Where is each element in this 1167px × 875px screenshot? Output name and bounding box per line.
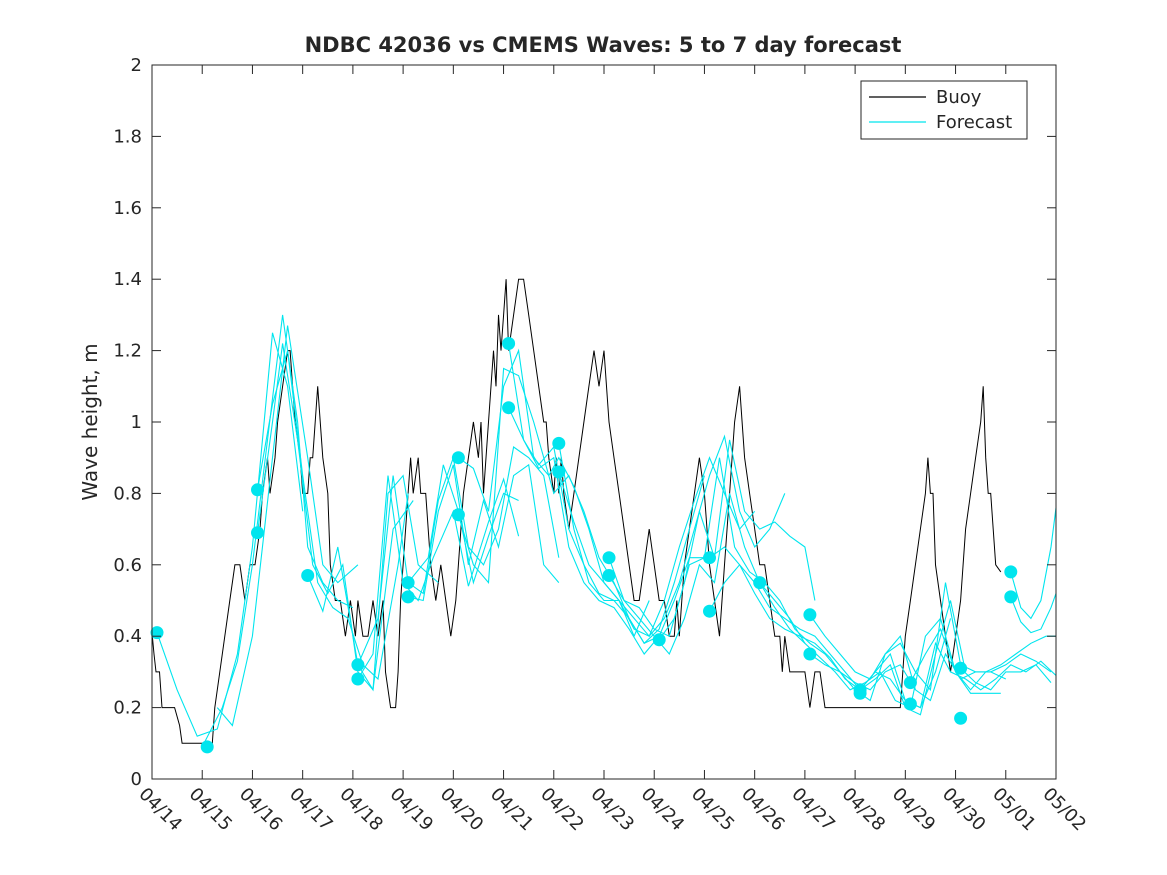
x-tick-label: 04/25 xyxy=(687,784,739,836)
forecast-marker xyxy=(954,661,968,675)
legend-box xyxy=(860,80,1028,140)
x-tick-label: 04/20 xyxy=(436,784,488,836)
y-tick-label: 1.4 xyxy=(113,269,142,290)
x-tick-label: 04/18 xyxy=(335,784,387,836)
y-tick-label: 1.2 xyxy=(113,341,142,362)
forecast-line-18 xyxy=(608,493,806,656)
forecast-marker xyxy=(903,697,917,711)
forecast-marker xyxy=(703,604,716,618)
forecast-line-5 xyxy=(256,343,414,692)
forecast-marker xyxy=(451,508,465,522)
forecast-line-12 xyxy=(457,367,660,645)
forecast-line-4 xyxy=(256,350,409,681)
forecast-marker xyxy=(401,576,415,590)
legend: Buoy Forecast xyxy=(860,80,1028,140)
forecast-line-15 xyxy=(558,443,756,638)
forecast-line-7 xyxy=(357,464,519,666)
forecast-marker xyxy=(200,740,214,754)
forecast-line-16 xyxy=(558,434,786,637)
x-tick-label: 04/16 xyxy=(235,784,287,836)
forecast-line-14 xyxy=(508,407,710,655)
plot-area xyxy=(150,278,1057,754)
forecast-marker xyxy=(853,686,867,700)
forecast-marker xyxy=(502,401,516,415)
x-tick-label: 04/26 xyxy=(737,784,789,836)
forecast-line-3 xyxy=(216,325,359,727)
forecast-marker xyxy=(753,576,767,590)
x-tick-label: 05/01 xyxy=(988,784,1040,836)
legend-buoy-label: Buoy xyxy=(936,87,982,108)
forecast-line-28 xyxy=(1010,507,1057,620)
y-tick-label: 1 xyxy=(131,412,142,433)
forecast-marker xyxy=(703,551,716,565)
x-tick-label: 04/30 xyxy=(938,784,990,836)
x-tick-label: 04/22 xyxy=(536,784,588,836)
forecast-marker xyxy=(502,337,516,350)
x-tick-label: 05/02 xyxy=(1038,784,1090,836)
y-tick-label: 0.6 xyxy=(113,555,142,576)
forecast-marker xyxy=(1004,565,1018,579)
legend-forecast-label: Forecast xyxy=(936,112,1012,133)
y-tick-label: 0 xyxy=(131,769,142,790)
y-tick-label: 2 xyxy=(131,55,142,76)
forecast-marker xyxy=(251,483,264,497)
x-tick-label: 04/15 xyxy=(185,784,237,836)
forecast-marker xyxy=(552,465,566,479)
forecast-line-22 xyxy=(759,582,1001,709)
x-tick-label: 04/14 xyxy=(134,784,186,836)
forecast-marker xyxy=(351,672,365,686)
forecast-line-6 xyxy=(307,474,439,692)
forecast-line-1 xyxy=(156,332,304,737)
forecast-line-27 xyxy=(960,664,1052,691)
axes-box xyxy=(151,64,1057,780)
forecast-marker xyxy=(301,569,315,582)
x-tick-label: 04/24 xyxy=(637,784,689,836)
forecast-marker xyxy=(803,647,817,661)
x-tick-label: 04/21 xyxy=(486,784,538,836)
forecast-line-21 xyxy=(709,563,967,716)
forecast-line-23 xyxy=(809,582,1007,692)
x-tick-label: 04/27 xyxy=(787,784,839,836)
x-tick-label: 04/23 xyxy=(586,784,638,836)
forecast-marker xyxy=(602,569,616,582)
forecast-line-13 xyxy=(508,343,705,645)
forecast-marker xyxy=(903,676,917,690)
forecast-marker xyxy=(954,711,968,725)
y-tick-label: 1.8 xyxy=(113,126,142,147)
chart-title: NDBC 42036 vs CMEMS Waves: 5 to 7 day fo… xyxy=(305,33,902,57)
y-tick-label: 0.8 xyxy=(113,483,142,504)
forecast-line-26 xyxy=(909,627,1056,691)
y-tick-label: 0.2 xyxy=(113,698,142,719)
forecast-marker xyxy=(1004,590,1018,604)
forecast-line-24 xyxy=(809,652,1052,702)
y-tick-label: 0.4 xyxy=(113,626,142,647)
forecast-marker xyxy=(251,526,264,540)
forecast-marker xyxy=(451,451,465,465)
x-tick-label: 04/28 xyxy=(838,784,890,836)
forecast-line-19 xyxy=(658,457,916,702)
forecast-line-29 xyxy=(1010,593,1057,634)
forecast-line-9 xyxy=(407,446,560,595)
x-tick-label: 04/29 xyxy=(888,784,940,836)
forecast-line-10 xyxy=(407,463,560,602)
axes: 00.20.40.60.811.21.41.61.8204/1404/1504/… xyxy=(113,55,1090,835)
forecast-marker xyxy=(602,551,616,565)
x-tick-label: 04/17 xyxy=(285,784,337,836)
forecast-marker xyxy=(552,436,566,450)
forecast-marker xyxy=(803,608,817,622)
x-tick-label: 04/19 xyxy=(386,784,438,836)
forecast-marker xyxy=(652,633,666,647)
y-axis-label: Wave height, m xyxy=(78,343,102,500)
y-tick-label: 1.6 xyxy=(113,198,142,219)
forecast-marker xyxy=(401,590,415,604)
forecast-marker xyxy=(351,658,365,672)
